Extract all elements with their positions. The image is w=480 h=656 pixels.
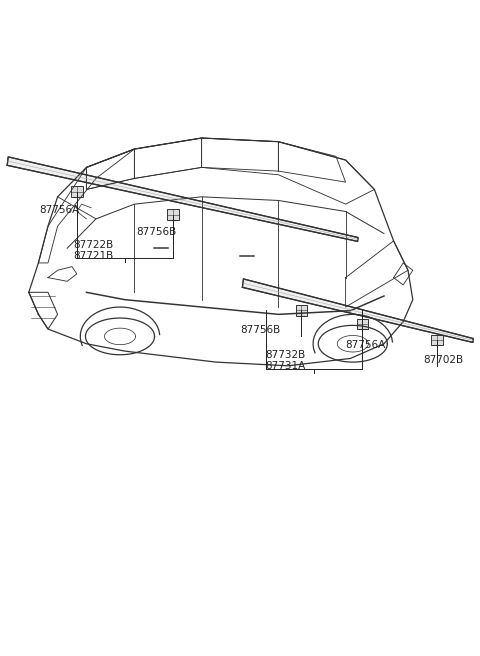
Text: 87756A: 87756A	[346, 340, 386, 350]
Text: 87756B: 87756B	[240, 325, 280, 335]
Polygon shape	[7, 157, 358, 241]
FancyBboxPatch shape	[296, 305, 307, 316]
Text: 87756B: 87756B	[136, 228, 177, 237]
FancyBboxPatch shape	[167, 209, 179, 220]
Polygon shape	[242, 279, 473, 342]
Text: 87756A: 87756A	[39, 205, 80, 215]
FancyBboxPatch shape	[431, 335, 443, 345]
Text: 87702B: 87702B	[423, 355, 464, 365]
Text: 87732B
87731A: 87732B 87731A	[265, 350, 306, 371]
Text: 87722B
87721B: 87722B 87721B	[73, 240, 114, 261]
FancyBboxPatch shape	[71, 186, 83, 197]
FancyBboxPatch shape	[357, 319, 368, 329]
